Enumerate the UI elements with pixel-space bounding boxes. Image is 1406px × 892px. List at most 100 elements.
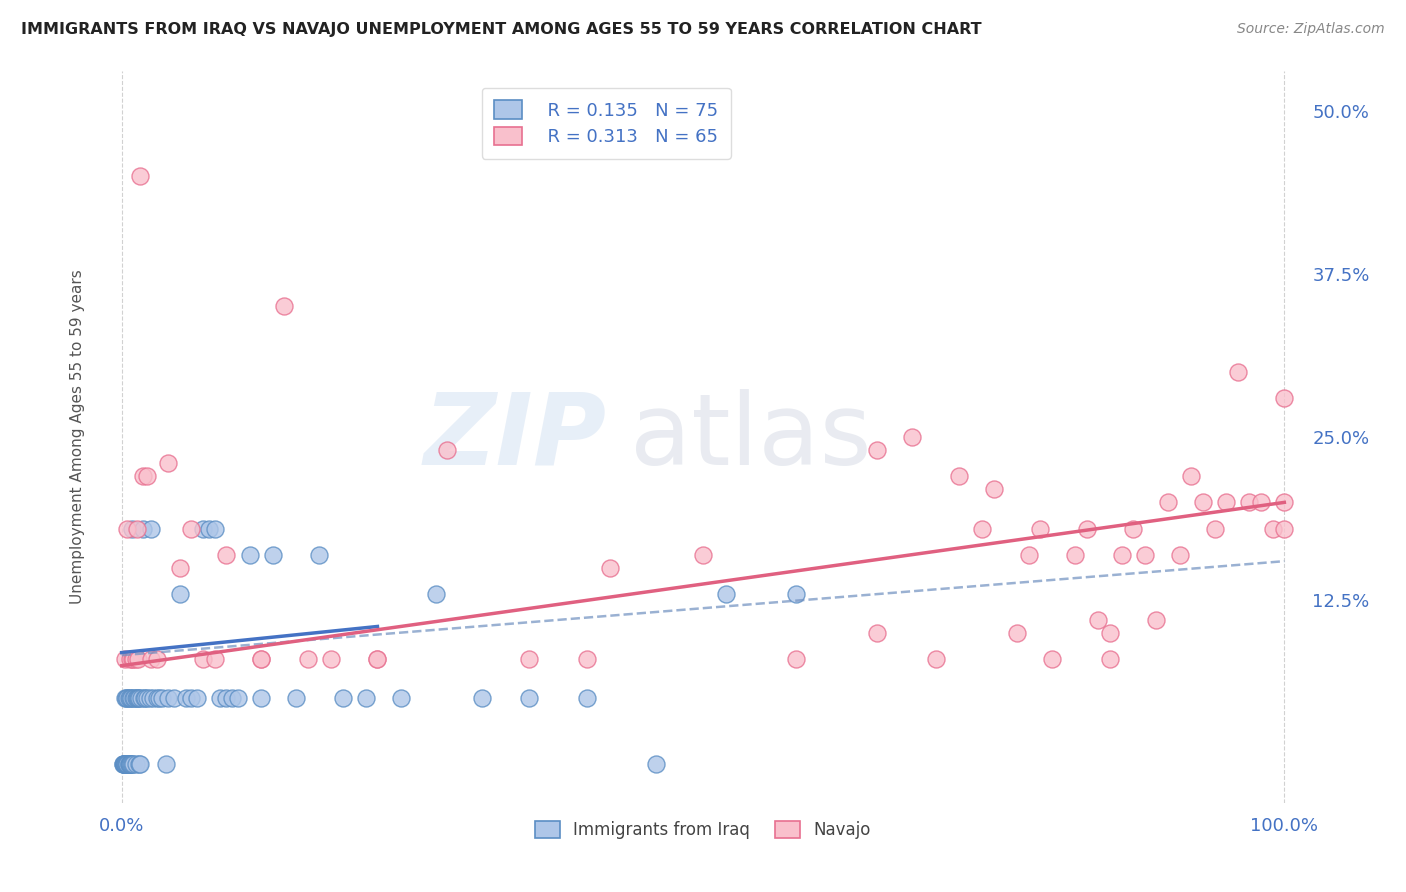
- Point: [115, 756, 138, 771]
- Point: [125, 521, 148, 535]
- Point: [716, 587, 738, 601]
- Point: [111, 756, 134, 771]
- Point: [191, 652, 214, 666]
- Point: [118, 691, 141, 706]
- Legend: Immigrants from Iraq, Navajo: Immigrants from Iraq, Navajo: [529, 814, 877, 846]
- Point: [1064, 548, 1087, 562]
- Point: [121, 521, 143, 535]
- Point: [209, 691, 232, 706]
- Point: [132, 691, 155, 706]
- Point: [117, 521, 139, 535]
- Point: [1168, 548, 1191, 562]
- Point: [118, 756, 141, 771]
- Point: [332, 691, 354, 706]
- Point: [169, 587, 191, 601]
- Point: [866, 626, 889, 640]
- Point: [131, 521, 153, 535]
- Point: [121, 652, 143, 666]
- Point: [285, 691, 308, 706]
- Point: [122, 756, 145, 771]
- Point: [1111, 548, 1133, 562]
- Point: [118, 756, 141, 771]
- Point: [692, 548, 714, 562]
- Point: [599, 560, 621, 574]
- Point: [970, 521, 993, 535]
- Point: [1192, 495, 1215, 509]
- Point: [471, 691, 494, 706]
- Point: [250, 652, 273, 666]
- Point: [157, 456, 180, 470]
- Point: [354, 691, 377, 706]
- Point: [180, 691, 202, 706]
- Point: [273, 300, 295, 314]
- Point: [785, 587, 807, 601]
- Point: [1272, 495, 1295, 509]
- Point: [111, 756, 134, 771]
- Point: [112, 756, 135, 771]
- Point: [139, 521, 162, 535]
- Point: [1215, 495, 1237, 509]
- Point: [114, 756, 136, 771]
- Point: [866, 443, 889, 458]
- Point: [129, 169, 152, 183]
- Point: [1180, 469, 1202, 483]
- Point: [221, 691, 243, 706]
- Point: [122, 691, 145, 706]
- Point: [1239, 495, 1261, 509]
- Point: [122, 652, 145, 666]
- Point: [121, 756, 143, 771]
- Point: [575, 691, 598, 706]
- Point: [145, 652, 167, 666]
- Point: [124, 691, 146, 706]
- Point: [575, 652, 598, 666]
- Point: [115, 691, 138, 706]
- Point: [1250, 495, 1272, 509]
- Point: [114, 756, 136, 771]
- Point: [1261, 521, 1284, 535]
- Point: [948, 469, 970, 483]
- Point: [186, 691, 208, 706]
- Point: [155, 756, 177, 771]
- Point: [157, 691, 180, 706]
- Point: [517, 691, 540, 706]
- Point: [112, 756, 135, 771]
- Point: [425, 587, 447, 601]
- Point: [124, 691, 146, 706]
- Point: [198, 521, 221, 535]
- Point: [297, 652, 319, 666]
- Point: [163, 691, 186, 706]
- Point: [138, 691, 160, 706]
- Point: [366, 652, 388, 666]
- Point: [645, 756, 668, 771]
- Point: [262, 548, 284, 562]
- Point: [129, 756, 152, 771]
- Point: [142, 691, 165, 706]
- Point: [128, 756, 150, 771]
- Point: [120, 691, 142, 706]
- Point: [517, 652, 540, 666]
- Point: [1157, 495, 1180, 509]
- Point: [118, 652, 141, 666]
- Point: [1040, 652, 1063, 666]
- Point: [136, 691, 159, 706]
- Point: [983, 483, 1005, 497]
- Point: [191, 521, 214, 535]
- Point: [308, 548, 330, 562]
- Point: [120, 756, 142, 771]
- Point: [117, 691, 139, 706]
- Point: [118, 756, 141, 771]
- Point: [131, 469, 153, 483]
- Point: [180, 521, 202, 535]
- Point: [1144, 613, 1167, 627]
- Text: atlas: atlas: [630, 389, 872, 485]
- Point: [145, 691, 167, 706]
- Point: [366, 652, 388, 666]
- Point: [124, 756, 146, 771]
- Point: [1226, 365, 1249, 379]
- Point: [128, 691, 150, 706]
- Point: [319, 652, 342, 666]
- Point: [1122, 521, 1144, 535]
- Point: [114, 652, 136, 666]
- Point: [131, 691, 153, 706]
- Point: [389, 691, 412, 706]
